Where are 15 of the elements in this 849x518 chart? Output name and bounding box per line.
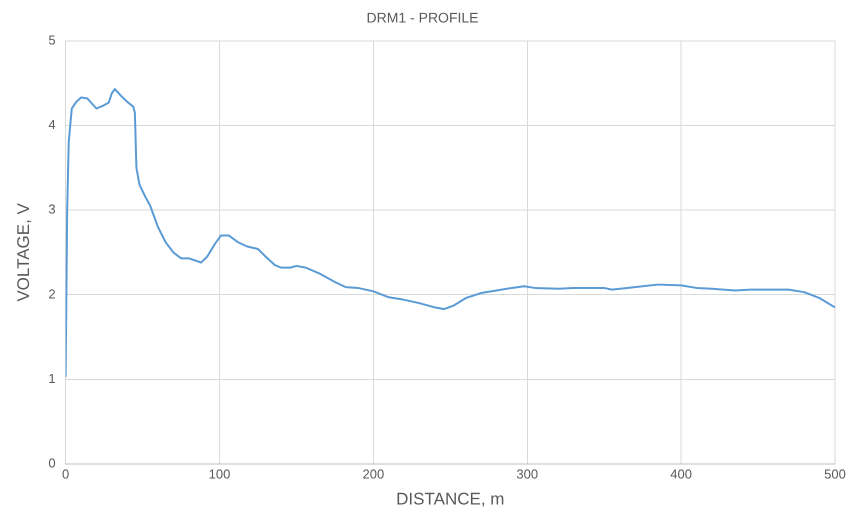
y-tick-label: 3: [48, 202, 56, 217]
y-axis-title: VOLTAGE, V: [14, 202, 33, 302]
y-tick-label: 0: [48, 456, 56, 471]
x-tick-label: 300: [516, 466, 538, 482]
x-tick-label: 200: [362, 466, 384, 482]
y-tick-label: 4: [48, 117, 56, 132]
y-tick-label: 1: [48, 370, 56, 386]
x-tick-label: 500: [824, 466, 846, 482]
x-tick-label: 100: [208, 466, 230, 482]
x-tick-label: 0: [62, 466, 70, 482]
y-tick-label: 5: [48, 32, 56, 48]
chart-title: DRM1 - PROFILE: [366, 9, 479, 26]
x-tick-label: 400: [670, 466, 692, 482]
x-axis-title: DISTANCE, m: [396, 489, 504, 508]
y-tick-label: 2: [48, 286, 56, 302]
